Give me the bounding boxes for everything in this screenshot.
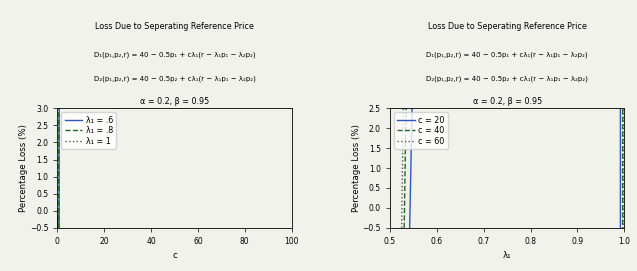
Legend: c = 20, c = 40, c = 60: c = 20, c = 40, c = 60: [394, 112, 448, 149]
Text: Loss Due to Seperating Reference Price: Loss Due to Seperating Reference Price: [95, 22, 254, 31]
Line: λ₁ = .6: λ₁ = .6: [57, 0, 292, 271]
X-axis label: λ₁: λ₁: [503, 251, 512, 260]
λ₁ = .6: [54, 209, 61, 212]
λ₁ = 1: [54, 209, 61, 212]
λ₁ = .8: [54, 209, 61, 212]
Line: c = 60: c = 60: [390, 0, 624, 271]
Y-axis label: Percentage Loss (%): Percentage Loss (%): [19, 124, 29, 212]
Line: c = 40: c = 40: [390, 0, 624, 271]
Text: D₂(p₁,p₂,r) = 40 − 0.5p₂ + cλ₁(r − λ₁p₁ − λ₂p₂): D₂(p₁,p₂,r) = 40 − 0.5p₂ + cλ₁(r − λ₁p₁ …: [94, 76, 255, 82]
Text: α = 0.2, β = 0.95: α = 0.2, β = 0.95: [140, 97, 209, 106]
Text: α = 0.2, β = 0.95: α = 0.2, β = 0.95: [473, 97, 541, 106]
Text: Loss Due to Seperating Reference Price: Loss Due to Seperating Reference Price: [427, 22, 587, 31]
λ₁ = 1: [54, 209, 62, 212]
Text: D₁(p₁,p₂,r) = 40 − 0.5p₁ + cλ₁(r − λ₁p₁ − λ₂p₂): D₁(p₁,p₂,r) = 40 − 0.5p₁ + cλ₁(r − λ₁p₁ …: [426, 52, 588, 58]
Line: c = 20: c = 20: [390, 0, 624, 271]
Line: λ₁ = .8: λ₁ = .8: [57, 0, 292, 271]
Y-axis label: Percentage Loss (%): Percentage Loss (%): [352, 124, 361, 212]
Legend: λ₁ = .6, λ₁ = .8, λ₁ = 1: λ₁ = .6, λ₁ = .8, λ₁ = 1: [61, 112, 116, 149]
Text: D₁(p₁,p₂,r) = 40 − 0.5p₁ + cλ₁(r − λ₁p₁ − λ₂p₂): D₁(p₁,p₂,r) = 40 − 0.5p₁ + cλ₁(r − λ₁p₁ …: [94, 52, 255, 58]
Text: D₂(p₁,p₂,r) = 40 − 0.5p₂ + cλ₁(r − λ₁p₁ − λ₂p₂): D₂(p₁,p₂,r) = 40 − 0.5p₂ + cλ₁(r − λ₁p₁ …: [426, 76, 588, 82]
Line: λ₁ = 1: λ₁ = 1: [57, 211, 292, 271]
X-axis label: c: c: [172, 251, 177, 260]
